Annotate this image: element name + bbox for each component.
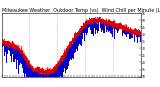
Text: Milwaukee Weather  Outdoor Temp (vs)  Wind Chill per Minute (Last 24 Hours): Milwaukee Weather Outdoor Temp (vs) Wind… [2, 8, 160, 13]
